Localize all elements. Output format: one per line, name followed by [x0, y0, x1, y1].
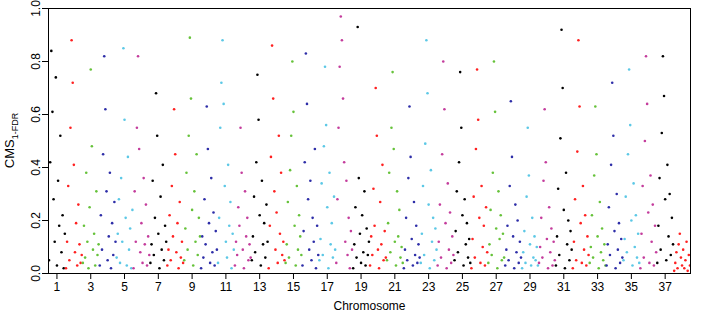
svg-text:33: 33	[591, 280, 605, 294]
svg-text:Chromosome: Chromosome	[333, 299, 405, 313]
svg-text:7: 7	[155, 280, 162, 294]
svg-text:21: 21	[388, 280, 402, 294]
svg-text:13: 13	[253, 280, 267, 294]
svg-text:CMS1-FDR: CMS1-FDR	[2, 112, 20, 168]
svg-text:11: 11	[220, 280, 233, 294]
svg-text:3: 3	[87, 280, 94, 294]
svg-text:1: 1	[54, 280, 61, 294]
svg-text:0.2: 0.2	[29, 212, 43, 229]
svg-text:9: 9	[189, 280, 196, 294]
svg-text:23: 23	[422, 280, 436, 294]
svg-text:0.6: 0.6	[29, 106, 43, 123]
svg-text:5: 5	[121, 280, 128, 294]
svg-text:27: 27	[490, 280, 504, 294]
svg-text:17: 17	[321, 280, 335, 294]
svg-text:0.0: 0.0	[29, 265, 43, 282]
svg-text:25: 25	[456, 280, 470, 294]
svg-text:35: 35	[625, 280, 639, 294]
svg-text:0.8: 0.8	[29, 53, 43, 70]
svg-text:31: 31	[557, 280, 571, 294]
svg-text:19: 19	[354, 280, 368, 294]
svg-text:29: 29	[523, 280, 537, 294]
svg-text:0.4: 0.4	[29, 159, 43, 176]
svg-text:1.0: 1.0	[29, 0, 43, 17]
svg-text:37: 37	[658, 280, 672, 294]
svg-text:15: 15	[287, 280, 301, 294]
